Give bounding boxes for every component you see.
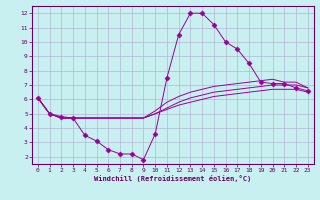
X-axis label: Windchill (Refroidissement éolien,°C): Windchill (Refroidissement éolien,°C) bbox=[94, 175, 252, 182]
